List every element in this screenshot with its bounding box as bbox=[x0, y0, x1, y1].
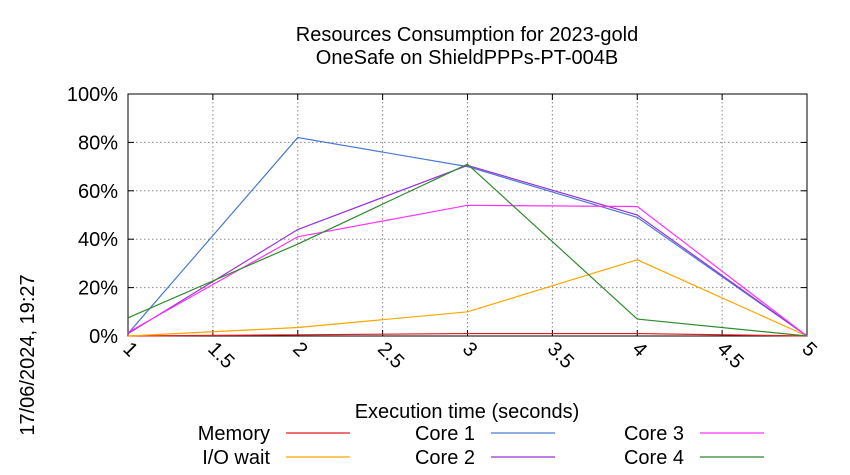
chart-subtitle: OneSafe on ShieldPPPs-PT-004B bbox=[316, 47, 618, 69]
y-tick-label: 60% bbox=[78, 181, 118, 203]
grid-lines bbox=[128, 94, 807, 336]
series-line-i-o-wait bbox=[127, 259, 808, 337]
series-line-core-1 bbox=[127, 136, 808, 337]
legend-label: Core 4 bbox=[624, 447, 684, 469]
legend-label: Core 2 bbox=[415, 447, 475, 469]
x-tick-label: 2 bbox=[288, 338, 311, 361]
timestamp-label: 17/06/2024, 19:27 bbox=[17, 274, 39, 435]
series-lines bbox=[127, 136, 808, 337]
x-tick-label: 1 bbox=[118, 338, 141, 361]
series-line-core-2 bbox=[127, 164, 808, 337]
legend-label: Core 3 bbox=[624, 423, 684, 445]
legend-label: Memory bbox=[198, 423, 270, 445]
x-tick-label: 3 bbox=[458, 338, 481, 361]
x-tick-label: 3.5 bbox=[543, 338, 578, 373]
plot-frame bbox=[127, 93, 808, 337]
x-axis-label: Execution time (seconds) bbox=[355, 401, 580, 423]
y-axis-ticks: 0% 20% 40% 60% 80% 100% bbox=[67, 84, 807, 348]
x-tick-label: 5 bbox=[797, 338, 820, 361]
legend-item-memory: Memory bbox=[198, 423, 350, 445]
legend-label: Core 1 bbox=[415, 423, 475, 445]
y-tick-label: 100% bbox=[67, 84, 118, 106]
y-tick-label: 0% bbox=[89, 326, 118, 348]
legend-item-core-3: Core 3 bbox=[624, 423, 764, 445]
legend-item-core-1: Core 1 bbox=[415, 423, 555, 445]
x-tick-label: 4 bbox=[628, 338, 651, 361]
legend-item-core-4: Core 4 bbox=[624, 447, 764, 469]
chart-title: Resources Consumption for 2023-gold bbox=[296, 24, 638, 46]
y-tick-label: 40% bbox=[78, 229, 118, 251]
legend-item-i-o-wait: I/O wait bbox=[202, 447, 350, 469]
series-line-core-4 bbox=[127, 163, 808, 337]
x-tick-label: 2.5 bbox=[373, 338, 408, 373]
x-tick-label: 4.5 bbox=[713, 338, 748, 373]
legend-item-core-2: Core 2 bbox=[415, 447, 555, 469]
x-tick-label: 1.5 bbox=[203, 338, 238, 373]
legend-label: I/O wait bbox=[202, 447, 270, 469]
y-tick-label: 20% bbox=[78, 278, 118, 300]
y-tick-label: 80% bbox=[78, 132, 118, 154]
series-line-memory bbox=[127, 332, 808, 337]
